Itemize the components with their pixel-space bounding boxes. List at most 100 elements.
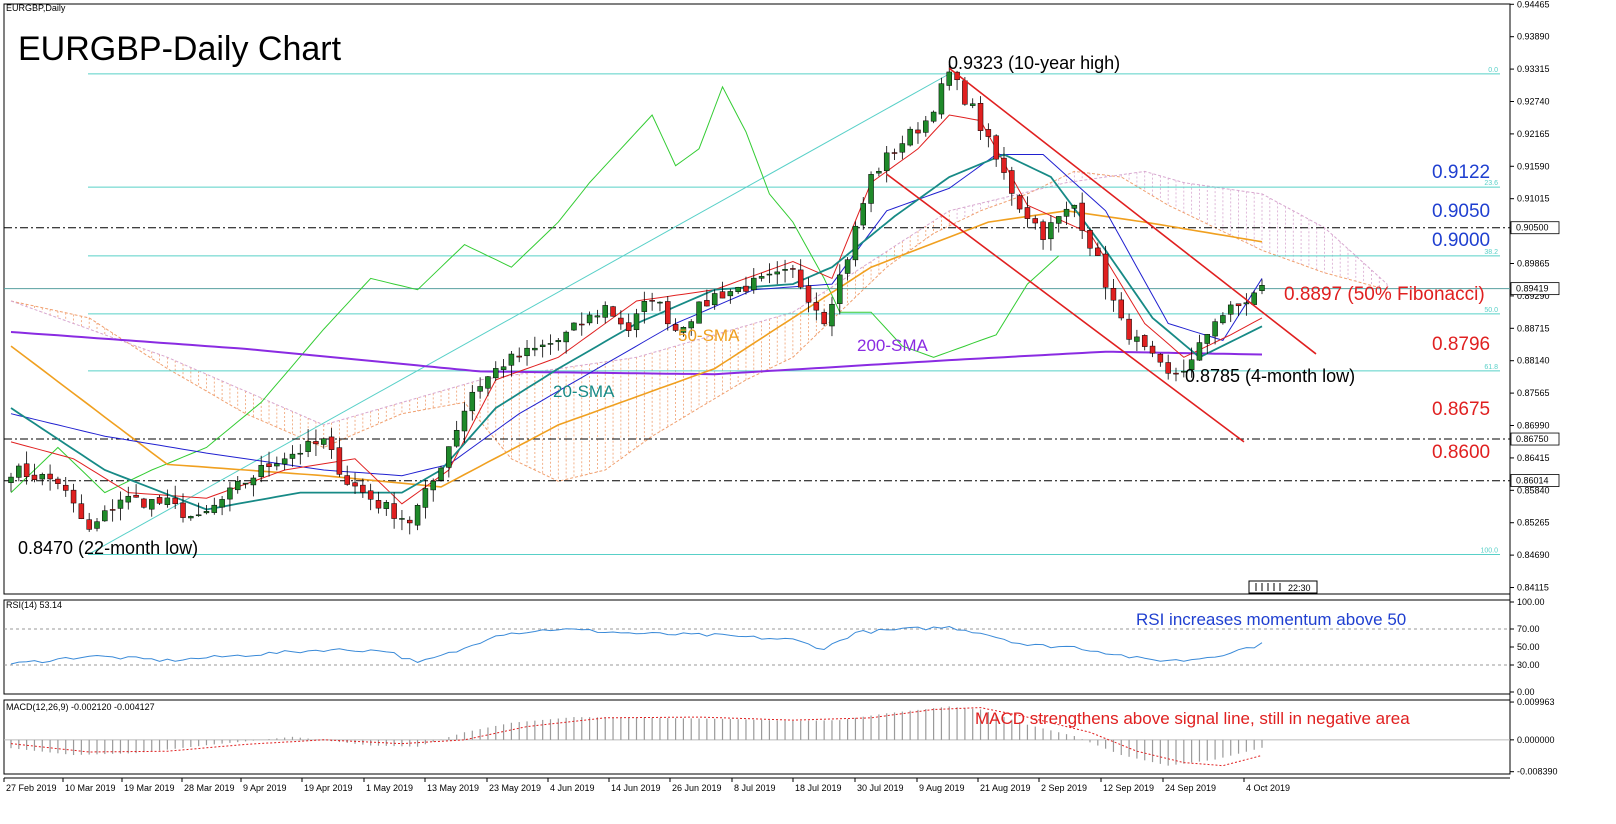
candle — [156, 494, 163, 506]
candle-body — [602, 305, 608, 318]
price-tick-label: 0.88140 — [1517, 356, 1550, 366]
price-tick-label: 0.88715 — [1517, 323, 1550, 333]
candle — [39, 472, 46, 486]
candle — [453, 420, 460, 448]
candle-body — [524, 347, 530, 357]
candle-body — [1071, 204, 1078, 209]
candle — [344, 465, 350, 486]
rsi-header: RSI(14) 53.14 — [6, 600, 62, 610]
candle — [62, 476, 69, 497]
candle-body — [876, 171, 882, 174]
candle-body — [31, 474, 38, 480]
candle-body — [539, 344, 546, 347]
candle-body — [1048, 222, 1054, 240]
time-tick-label: 10 Mar 2019 — [65, 783, 116, 793]
candle-body — [586, 314, 593, 324]
level-label-9122: 0.9122 — [1432, 162, 1490, 183]
candle-body — [422, 488, 429, 508]
descending-channel — [886, 67, 1317, 443]
candle — [8, 472, 14, 492]
candle — [602, 301, 608, 324]
candle-body — [907, 128, 913, 146]
macd-header: MACD(12,26,9) -0.002120 -0.004127 — [6, 702, 155, 712]
sma200-line — [10, 331, 1263, 376]
candle-body — [414, 505, 421, 526]
candle — [868, 171, 874, 213]
page-title: EURGBP-Daily Chart — [18, 30, 342, 68]
price-tag-label: 0.86750 — [1516, 434, 1549, 444]
candle-body — [493, 368, 499, 379]
candle-body — [1259, 285, 1265, 291]
candle-body — [516, 355, 522, 358]
candle — [422, 479, 429, 519]
candle-body — [930, 111, 937, 122]
candle-body — [977, 103, 984, 131]
candle — [446, 446, 452, 478]
candle — [938, 77, 945, 119]
candle-body — [969, 103, 976, 106]
candle — [328, 428, 335, 459]
price-tick-label: 0.84115 — [1517, 583, 1549, 593]
candle — [1063, 201, 1070, 225]
candle-body — [86, 519, 92, 530]
candle-body — [790, 268, 796, 270]
candle-body — [313, 441, 319, 445]
candle-body — [203, 511, 210, 514]
candle — [180, 493, 186, 523]
candle-body — [328, 436, 335, 450]
chikou-span-line — [10, 85, 1060, 494]
candle-body — [500, 366, 507, 370]
candle-body — [39, 474, 46, 480]
candle — [219, 495, 225, 516]
time-tick-label: 1 May 2019 — [366, 783, 413, 793]
candle-body — [633, 313, 640, 331]
candle-body — [508, 353, 515, 366]
candle-body — [993, 135, 999, 160]
candle — [821, 309, 827, 327]
sma20-label: 20-SMA — [553, 382, 615, 401]
candle-body — [672, 324, 679, 331]
candle — [195, 502, 202, 517]
candle — [188, 515, 194, 521]
candle — [813, 292, 820, 321]
candle-body — [579, 323, 585, 326]
rsi-line — [10, 625, 1263, 665]
rsi-tick-label: 0.00 — [1517, 687, 1535, 697]
candle — [109, 499, 116, 522]
candle-body — [1009, 170, 1015, 194]
candle — [704, 289, 710, 307]
candle-body — [1196, 342, 1203, 361]
chart-scroll-indicator[interactable]: 22:30 — [1248, 580, 1318, 594]
candle-body — [1251, 292, 1257, 305]
candle — [1040, 219, 1046, 250]
channel-lower-line — [886, 173, 1245, 443]
candle-body — [719, 291, 726, 299]
candle-body — [868, 174, 874, 204]
candle — [203, 505, 210, 515]
candle-body — [805, 285, 812, 303]
level-label-8675: 0.8675 — [1432, 399, 1490, 420]
candle-body — [227, 487, 233, 500]
candle-body — [1055, 216, 1062, 224]
candle-body — [453, 429, 460, 447]
candle-body — [305, 441, 311, 452]
candle — [133, 484, 139, 498]
candle-body — [289, 453, 296, 459]
candle — [618, 310, 624, 330]
candle — [1165, 354, 1171, 380]
time-tick-label: 2 Sep 2019 — [1041, 783, 1087, 793]
candle-body — [688, 321, 694, 329]
candle-body — [1188, 359, 1195, 370]
price-tag-label: 0.86014 — [1516, 476, 1549, 486]
candle-body — [704, 300, 710, 307]
candle-body — [1040, 221, 1046, 240]
candle — [148, 499, 155, 517]
price-tag-box — [1510, 474, 1560, 487]
price-tags: 0.90500 0.89419 0.86750 0.86014 — [1510, 221, 1560, 487]
candle-body — [758, 276, 765, 279]
fib-level-label: 0.0 — [1488, 67, 1498, 74]
time-tick-label: 9 Aug 2019 — [919, 783, 965, 793]
candle — [915, 122, 921, 144]
time-tick-label: 12 Sep 2019 — [1103, 783, 1154, 793]
